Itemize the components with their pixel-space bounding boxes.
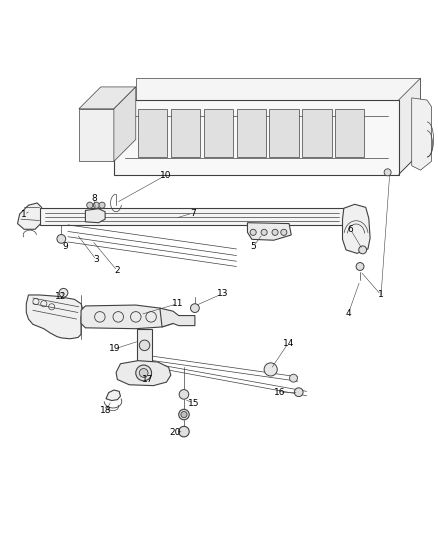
Polygon shape: [343, 204, 370, 253]
Polygon shape: [136, 78, 420, 152]
Text: 5: 5: [250, 243, 256, 251]
Bar: [237, 109, 266, 157]
Text: 16: 16: [274, 388, 285, 397]
Polygon shape: [40, 208, 344, 225]
Text: 3: 3: [93, 255, 99, 264]
Circle shape: [179, 409, 189, 420]
Polygon shape: [114, 100, 399, 174]
Bar: [302, 109, 332, 157]
Text: 9: 9: [62, 243, 68, 251]
Polygon shape: [137, 329, 152, 367]
Circle shape: [57, 235, 66, 243]
Bar: [335, 109, 364, 157]
Text: 12: 12: [55, 292, 66, 301]
Text: 13: 13: [217, 289, 228, 298]
Bar: [269, 109, 299, 157]
Bar: [171, 109, 200, 157]
Circle shape: [261, 229, 267, 236]
Circle shape: [139, 340, 150, 351]
Circle shape: [87, 202, 93, 208]
Text: 6: 6: [347, 225, 353, 234]
Circle shape: [290, 374, 297, 382]
Polygon shape: [399, 78, 420, 174]
Text: 15: 15: [188, 399, 200, 408]
Text: 2: 2: [115, 266, 120, 276]
Circle shape: [99, 202, 105, 208]
Circle shape: [179, 426, 189, 437]
Circle shape: [93, 202, 99, 208]
Text: 4: 4: [346, 309, 351, 318]
Circle shape: [356, 263, 364, 270]
Circle shape: [264, 363, 277, 376]
Text: 20: 20: [170, 427, 181, 437]
Circle shape: [181, 411, 187, 418]
Circle shape: [272, 229, 278, 236]
Circle shape: [294, 388, 303, 397]
Polygon shape: [18, 203, 42, 229]
Polygon shape: [85, 209, 105, 223]
Text: 8: 8: [91, 194, 97, 203]
Text: 10: 10: [160, 171, 171, 180]
Circle shape: [139, 368, 148, 377]
Circle shape: [384, 169, 391, 176]
Polygon shape: [412, 98, 431, 170]
Text: 17: 17: [142, 375, 154, 384]
Bar: [204, 109, 233, 157]
Polygon shape: [114, 87, 136, 161]
Polygon shape: [79, 87, 136, 109]
Polygon shape: [79, 109, 114, 161]
Circle shape: [136, 365, 152, 381]
Polygon shape: [247, 223, 291, 240]
Text: 18: 18: [100, 406, 112, 415]
Circle shape: [281, 229, 287, 236]
Polygon shape: [106, 390, 120, 400]
Text: 7: 7: [190, 208, 196, 217]
Circle shape: [250, 229, 256, 236]
Polygon shape: [116, 361, 171, 386]
Circle shape: [59, 288, 68, 297]
Text: 14: 14: [283, 338, 294, 348]
Circle shape: [359, 246, 367, 254]
Bar: [138, 109, 167, 157]
Circle shape: [179, 390, 189, 399]
Text: 11: 11: [172, 299, 183, 308]
Polygon shape: [160, 308, 195, 327]
Circle shape: [191, 304, 199, 312]
Polygon shape: [81, 305, 175, 329]
Text: 1: 1: [21, 211, 27, 219]
Text: 1: 1: [378, 290, 384, 300]
Text: 19: 19: [109, 344, 120, 353]
Polygon shape: [26, 295, 83, 339]
